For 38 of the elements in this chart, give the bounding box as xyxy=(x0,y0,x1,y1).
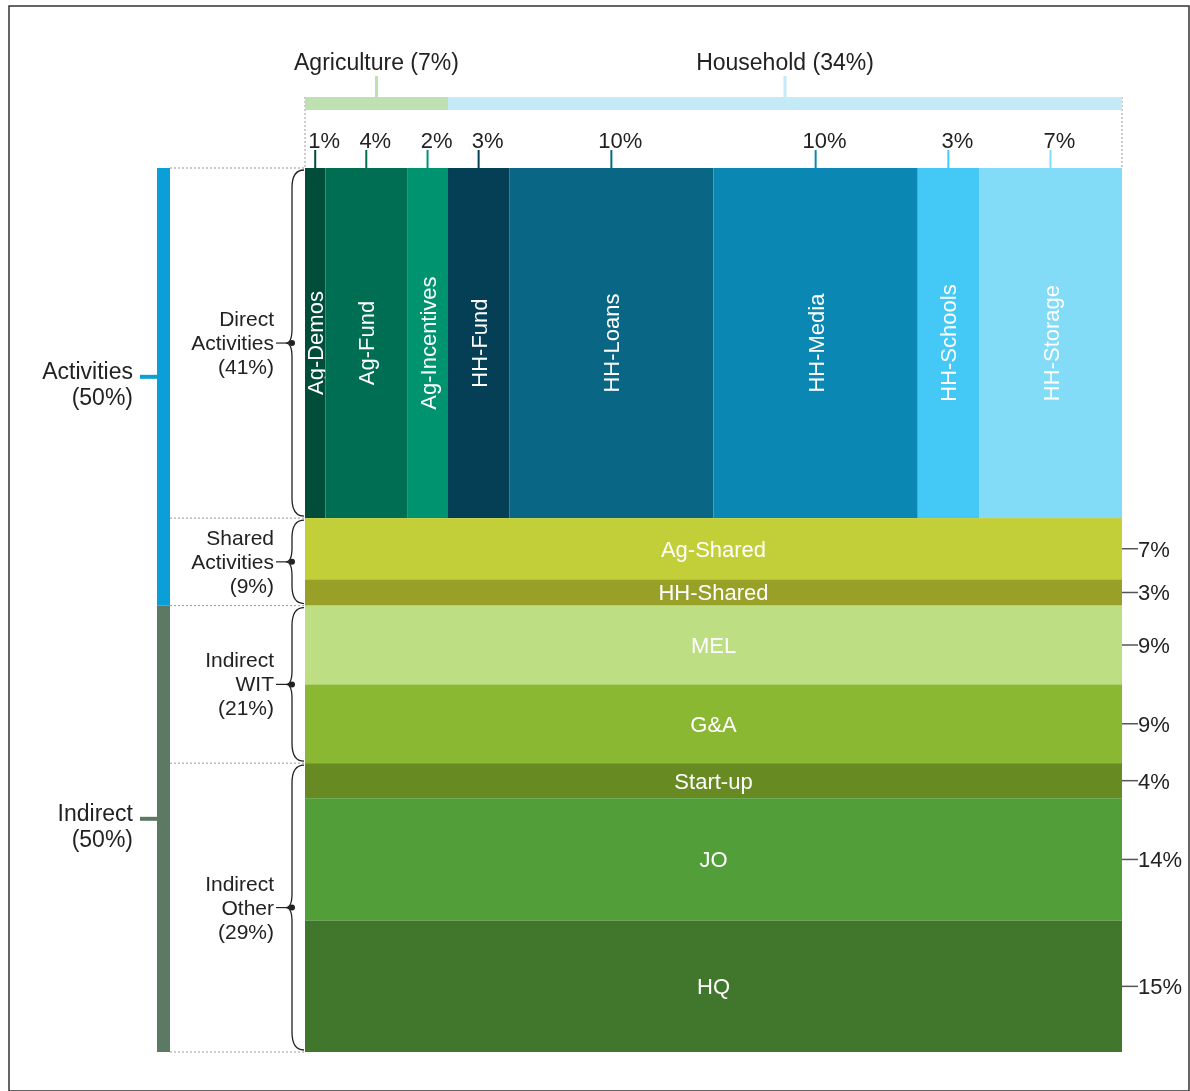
category-label: Start-up xyxy=(674,768,753,794)
text: Indirect (50%) xyxy=(57,799,134,852)
data-label: 10% xyxy=(598,128,643,153)
text: Agriculture (7%) xyxy=(294,49,459,75)
data-label: 4% xyxy=(1138,768,1170,794)
category-label: HH-Loans xyxy=(599,293,625,393)
category-label: HH-Fund xyxy=(466,298,492,388)
data-label: 14% xyxy=(1138,847,1183,873)
category-label: HH-Schools xyxy=(936,284,962,402)
text: Household (34%) xyxy=(696,49,874,75)
legend-label: Indirect Other (29%) xyxy=(205,871,275,943)
category-label: Ag-Shared xyxy=(660,536,767,562)
data-label: 2% xyxy=(420,128,453,153)
category-label: Ag-Demos xyxy=(303,291,329,396)
data-label: 7% xyxy=(1043,128,1076,153)
category-label: Ag-Incentives xyxy=(415,276,441,410)
text: Activities (50%) xyxy=(42,357,133,410)
legend-label: Direct Activities (41%) xyxy=(191,307,275,379)
category-label: HQ xyxy=(697,974,730,1000)
category-label: MEL xyxy=(690,633,737,659)
data-label: 7% xyxy=(1138,536,1170,562)
legend-label: Indirect WIT (21%) xyxy=(205,648,275,720)
data-label: 3% xyxy=(941,128,974,153)
category-label: HH-Media xyxy=(803,292,829,393)
data-label: 9% xyxy=(1138,633,1170,659)
data-label: 4% xyxy=(359,128,392,153)
data-label: 9% xyxy=(1138,711,1170,737)
legend-label: Shared Activities (9%) xyxy=(191,525,274,597)
category-label: HH-Shared xyxy=(658,580,769,606)
data-label: 15% xyxy=(1138,974,1183,1000)
category-label: Ag-Fund xyxy=(354,300,380,386)
category-label: G&A xyxy=(690,711,738,737)
data-label: 10% xyxy=(802,128,847,153)
data-label: 3% xyxy=(471,128,504,153)
category-label: JO xyxy=(699,847,728,873)
category-label: HH-Storage xyxy=(1038,284,1064,402)
data-label: 3% xyxy=(1138,580,1170,606)
data-label: 1% xyxy=(308,128,341,153)
